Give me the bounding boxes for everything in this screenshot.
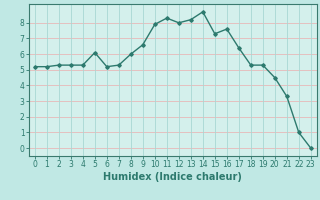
- X-axis label: Humidex (Indice chaleur): Humidex (Indice chaleur): [103, 172, 242, 182]
